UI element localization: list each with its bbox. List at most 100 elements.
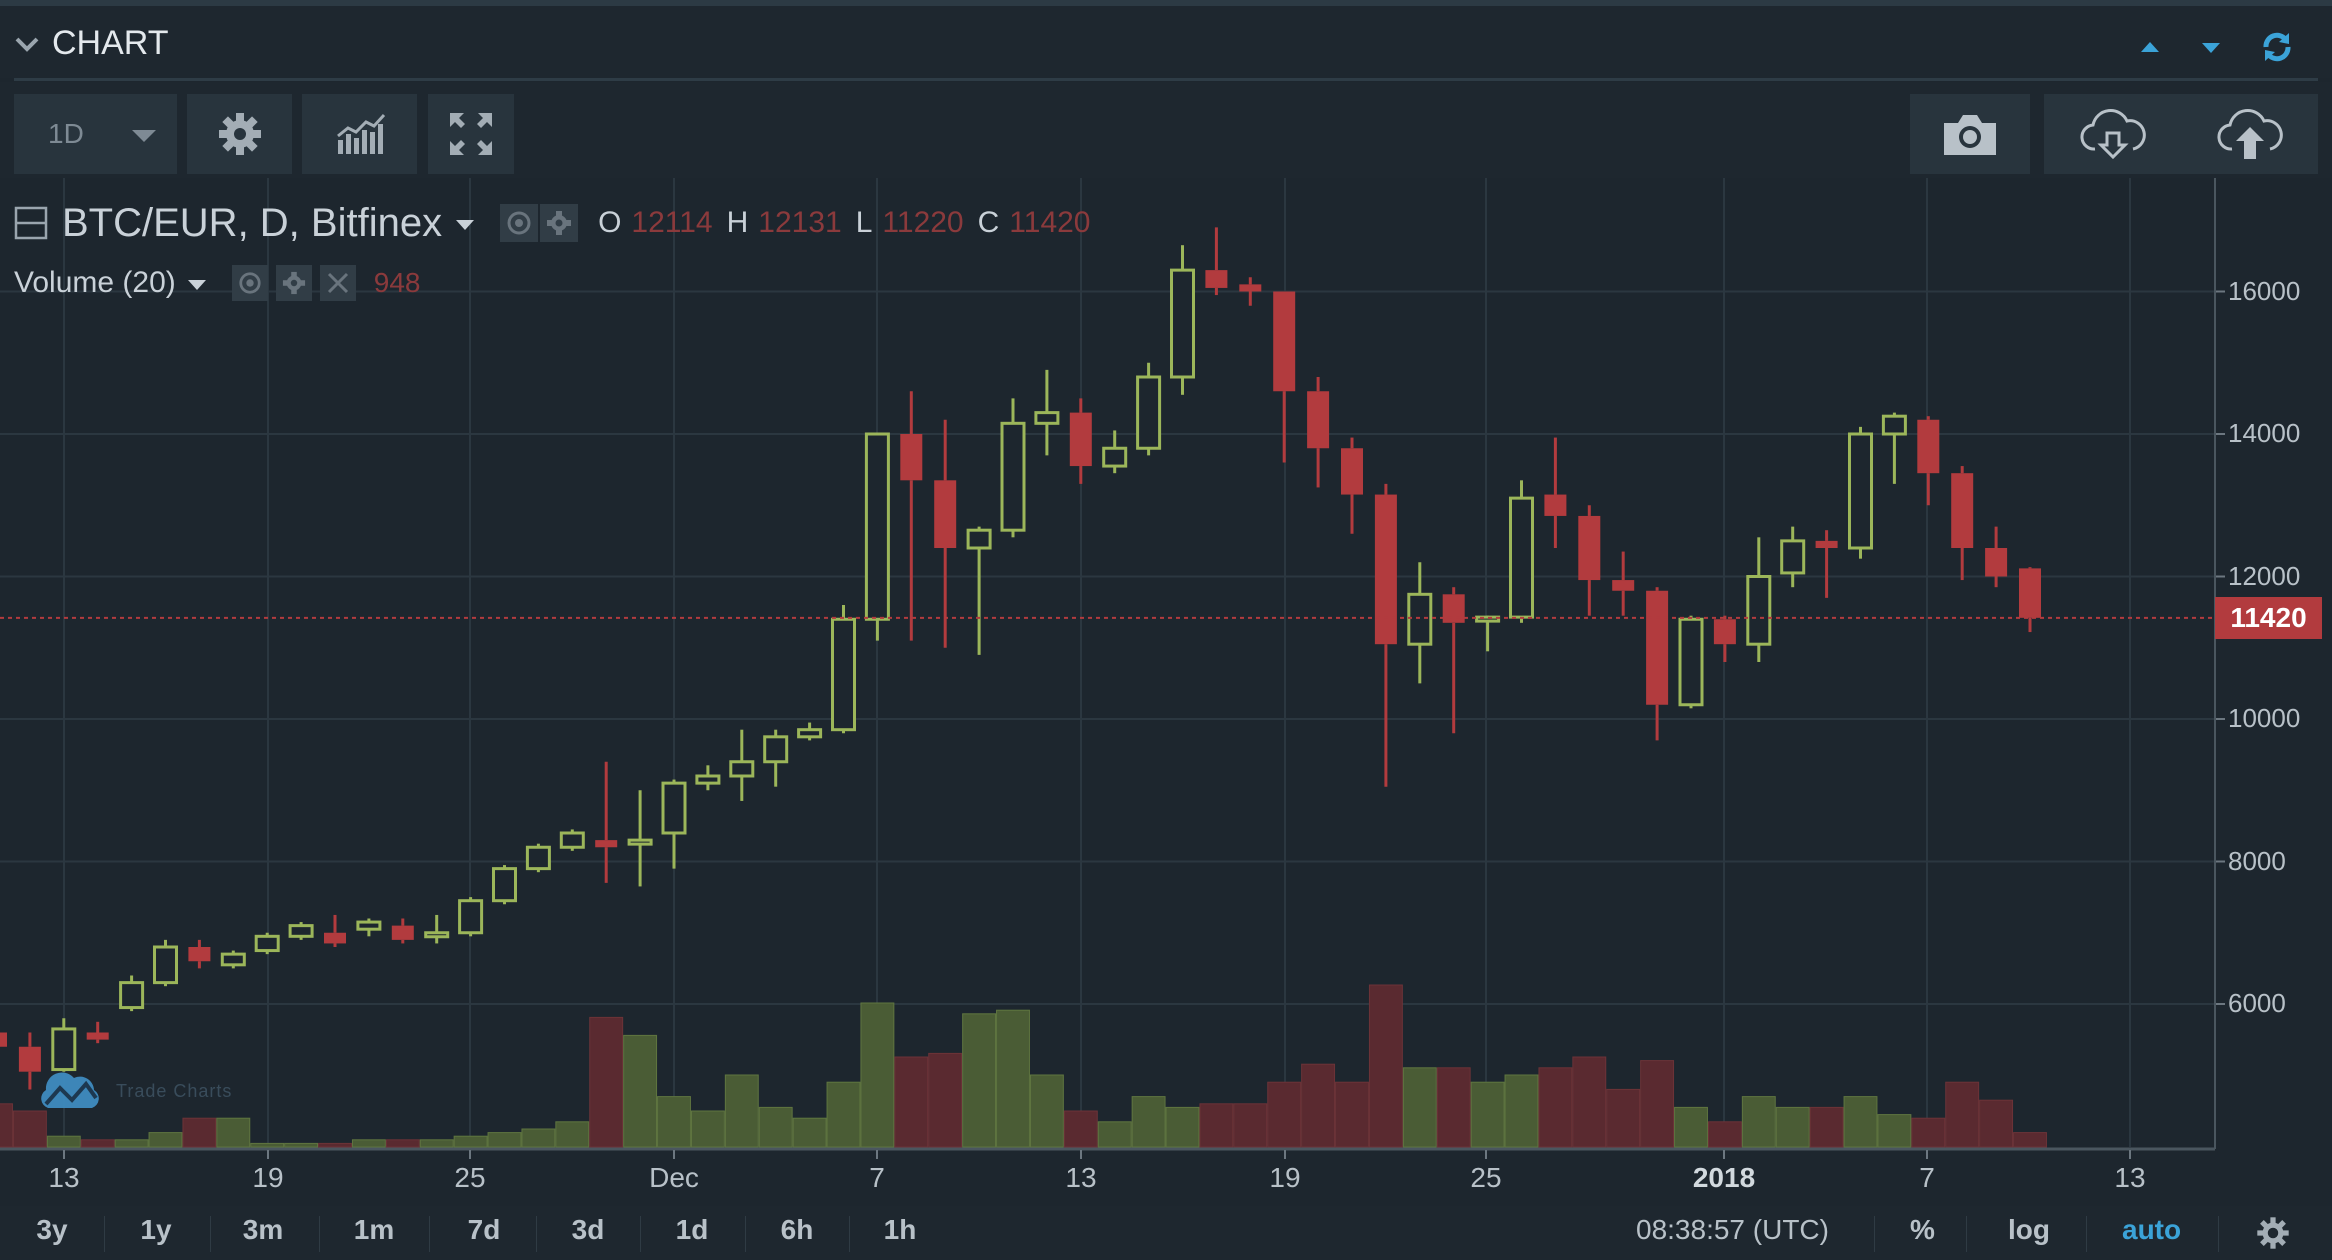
candle-body-up[interactable] bbox=[51, 1027, 77, 1072]
range-button-3d[interactable]: 3d bbox=[571, 1214, 605, 1245]
volume-bar bbox=[1335, 1081, 1369, 1148]
chart-pane[interactable] bbox=[0, 178, 2332, 1148]
candle-body-down[interactable] bbox=[1917, 419, 1940, 474]
candle-body-up[interactable] bbox=[627, 838, 653, 846]
candle-body-up[interactable] bbox=[831, 617, 856, 732]
candle-body-up[interactable] bbox=[1746, 575, 1772, 646]
candle-body-up[interactable] bbox=[288, 924, 314, 938]
candle-body-down[interactable] bbox=[1442, 594, 1465, 623]
candle-body-down[interactable] bbox=[1205, 270, 1228, 288]
candle-body-up[interactable] bbox=[729, 760, 755, 778]
candle-body-down[interactable] bbox=[1544, 494, 1567, 516]
candle-body-down[interactable] bbox=[188, 947, 211, 962]
snapshot-button[interactable] bbox=[1910, 94, 2030, 174]
candle-body-up[interactable] bbox=[356, 920, 382, 931]
range-button-6h[interactable]: 6h bbox=[780, 1214, 814, 1245]
volume-menu-caret-icon[interactable] bbox=[187, 280, 206, 290]
candle-body-down[interactable] bbox=[1578, 515, 1601, 581]
candle-body-down[interactable] bbox=[86, 1032, 109, 1040]
candle-body-up[interactable] bbox=[1509, 496, 1534, 619]
candle-body-down[interactable] bbox=[2019, 568, 2041, 618]
candlestick-chart[interactable] bbox=[0, 0, 2332, 1206]
move-down-icon[interactable] bbox=[2196, 32, 2226, 62]
candle-body-down[interactable] bbox=[1374, 494, 1397, 645]
interval-dropdown[interactable]: 1D bbox=[14, 94, 177, 174]
candle-body-down[interactable] bbox=[1069, 412, 1092, 467]
candle-body-down[interactable] bbox=[1951, 473, 1974, 548]
candle-body-up[interactable] bbox=[153, 945, 178, 985]
move-up-icon[interactable] bbox=[2135, 32, 2165, 62]
symbol-title[interactable]: BTC/EUR, D, Bitfinex bbox=[62, 200, 443, 245]
candle-body-up[interactable] bbox=[1034, 411, 1060, 425]
hide-volume-button[interactable] bbox=[231, 265, 268, 301]
range-button-1h[interactable]: 1h bbox=[883, 1214, 917, 1245]
time-tick-label: 7 bbox=[1919, 1162, 1935, 1193]
candle-body-up[interactable] bbox=[1000, 421, 1026, 532]
collapse-legend-icon[interactable] bbox=[14, 206, 48, 240]
range-button-1m[interactable]: 1m bbox=[353, 1214, 395, 1245]
candle-body-up[interactable] bbox=[458, 899, 484, 935]
candle-body-up[interactable] bbox=[1678, 617, 1704, 707]
candle-body-down[interactable] bbox=[0, 1032, 7, 1047]
candle-body-up[interactable] bbox=[1848, 432, 1873, 550]
cloud-download-icon[interactable] bbox=[2077, 107, 2149, 161]
candle-body-up[interactable] bbox=[424, 931, 450, 939]
candle-body-up[interactable] bbox=[1102, 446, 1128, 468]
settings-button[interactable] bbox=[187, 94, 292, 174]
candle-body-down[interactable] bbox=[1985, 548, 2008, 577]
candle-body-up[interactable] bbox=[525, 845, 551, 871]
candle-body-down[interactable] bbox=[595, 840, 618, 848]
candle-body-down[interactable] bbox=[1815, 540, 1838, 548]
candle-body-up[interactable] bbox=[559, 831, 585, 849]
candle-body-up[interactable] bbox=[695, 774, 721, 785]
candle-body-up[interactable] bbox=[1136, 375, 1162, 450]
percent-scale-toggle[interactable]: % bbox=[1910, 1214, 1935, 1245]
log-scale-toggle[interactable]: log bbox=[2008, 1214, 2050, 1245]
candle-body-down[interactable] bbox=[18, 1046, 41, 1072]
volume-settings-button[interactable] bbox=[275, 265, 312, 301]
remove-volume-button[interactable] bbox=[319, 265, 356, 301]
chart-properties-gear-icon[interactable] bbox=[2256, 1216, 2290, 1250]
indicators-button[interactable] bbox=[302, 94, 417, 174]
candle-body-up[interactable] bbox=[119, 981, 145, 1010]
candle-body-down[interactable] bbox=[1307, 391, 1330, 449]
range-button-3m[interactable]: 3m bbox=[242, 1214, 284, 1245]
candle-body-up[interactable] bbox=[1780, 539, 1806, 575]
series-settings-button[interactable] bbox=[540, 204, 579, 242]
candle-body-up[interactable] bbox=[1407, 592, 1433, 646]
candle-body-down[interactable] bbox=[934, 480, 957, 548]
candle-body-up[interactable] bbox=[1475, 615, 1501, 623]
auto-scale-toggle[interactable]: auto bbox=[2122, 1214, 2182, 1245]
candle-body-down[interactable] bbox=[1341, 448, 1363, 495]
range-button-3y[interactable]: 3y bbox=[36, 1214, 68, 1245]
candle-body-up[interactable] bbox=[492, 867, 517, 903]
cloud-layout-group bbox=[2044, 94, 2318, 174]
candle-body-down[interactable] bbox=[1239, 284, 1262, 292]
candle-body-up[interactable] bbox=[797, 728, 823, 739]
cloud-upload-icon[interactable] bbox=[2214, 107, 2286, 161]
candle-body-up[interactable] bbox=[864, 432, 890, 621]
candle-body-down[interactable] bbox=[391, 925, 414, 940]
candle-body-down[interactable] bbox=[1713, 619, 1736, 645]
candle-body-down[interactable] bbox=[900, 434, 923, 481]
candle-body-up[interactable] bbox=[254, 934, 280, 953]
range-button-1d[interactable]: 1d bbox=[675, 1214, 709, 1245]
candle-body-up[interactable] bbox=[220, 952, 246, 967]
candle-body-up[interactable] bbox=[763, 735, 789, 764]
symbol-menu-caret-icon[interactable] bbox=[456, 220, 475, 230]
hide-series-button[interactable] bbox=[500, 204, 539, 242]
candle-body-up[interactable] bbox=[1170, 268, 1195, 379]
candle-body-down[interactable] bbox=[1273, 291, 1296, 392]
candle-body-up[interactable] bbox=[966, 528, 992, 550]
candle-body-down[interactable] bbox=[324, 932, 346, 944]
refresh-icon[interactable] bbox=[2260, 30, 2294, 64]
collapse-chevron-icon[interactable] bbox=[14, 34, 40, 54]
range-button-1y[interactable]: 1y bbox=[140, 1214, 172, 1245]
candle-body-up[interactable] bbox=[661, 781, 687, 835]
fullscreen-button[interactable] bbox=[428, 94, 514, 174]
volume-title[interactable]: Volume (20) bbox=[14, 266, 176, 299]
candle-body-up[interactable] bbox=[1881, 414, 1907, 436]
candle-body-down[interactable] bbox=[1646, 590, 1669, 705]
range-button-7d[interactable]: 7d bbox=[467, 1214, 501, 1245]
candle-body-down[interactable] bbox=[1612, 580, 1635, 591]
